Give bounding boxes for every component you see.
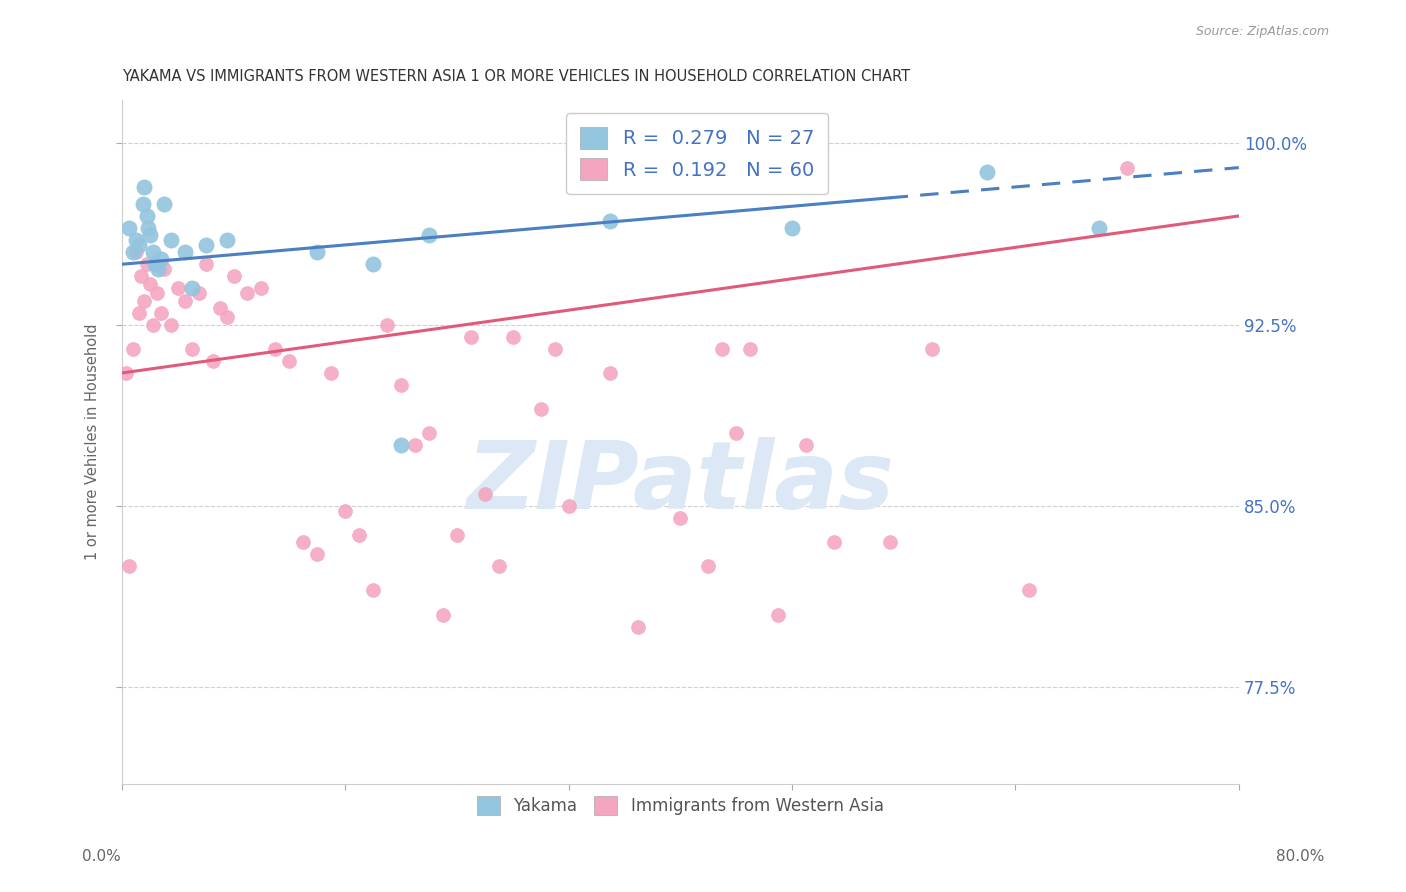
Point (180, 281, 202, 295)
Point (725, 426, 748, 441)
Point (697, 559, 720, 574)
Text: Source: ZipAtlas.com: Source: ZipAtlas.com (1195, 25, 1329, 38)
Point (141, 318, 163, 332)
Point (139, 228, 162, 243)
Point (122, 342, 145, 356)
Point (115, 366, 138, 380)
Point (474, 487, 496, 501)
Point (389, 438, 412, 452)
Point (118, 559, 141, 574)
Point (292, 535, 315, 549)
Point (136, 209, 159, 223)
Point (145, 286, 167, 301)
Point (599, 366, 621, 380)
Point (976, 165, 998, 179)
Point (278, 354, 301, 368)
Point (1018, 583, 1040, 598)
Point (307, 245, 329, 260)
Point (335, 504, 357, 518)
Point (134, 293, 156, 308)
Point (194, 257, 217, 271)
Point (321, 366, 343, 380)
Y-axis label: 1 or more Vehicles in Household: 1 or more Vehicles in Household (86, 324, 100, 560)
Point (530, 402, 553, 417)
Point (502, 330, 524, 344)
Point (557, 499, 579, 513)
Point (152, 262, 174, 277)
Point (215, 310, 238, 325)
Point (173, 245, 195, 260)
Point (418, 426, 440, 441)
Text: YAKAMA VS IMMIGRANTS FROM WESTERN ASIA 1 OR MORE VEHICLES IN HOUSEHOLD CORRELATI: YAKAMA VS IMMIGRANTS FROM WESTERN ASIA 1… (122, 69, 910, 84)
Text: 0.0%: 0.0% (82, 849, 121, 864)
Point (375, 318, 398, 332)
Point (187, 286, 209, 301)
Point (128, 305, 150, 319)
Point (194, 238, 217, 252)
Point (152, 197, 174, 211)
Point (128, 238, 150, 252)
Point (166, 281, 188, 295)
Point (780, 221, 803, 235)
Point (627, 620, 650, 634)
Point (418, 228, 440, 243)
Point (794, 438, 817, 452)
Point (669, 511, 692, 525)
Point (823, 535, 845, 549)
Point (139, 277, 162, 291)
Point (488, 559, 510, 574)
Point (180, 342, 202, 356)
Point (201, 354, 224, 368)
Point (136, 257, 159, 271)
Point (149, 305, 172, 319)
Text: 80.0%: 80.0% (1277, 849, 1324, 864)
Point (125, 233, 148, 247)
Point (921, 342, 943, 356)
Point (236, 286, 259, 301)
Point (599, 214, 621, 228)
Legend: Yakama, Immigrants from Western Asia: Yakama, Immigrants from Western Asia (468, 788, 893, 823)
Point (361, 583, 384, 598)
Point (543, 342, 565, 356)
Point (208, 301, 231, 315)
Point (159, 233, 181, 247)
Point (766, 607, 789, 622)
Point (250, 281, 273, 295)
Point (132, 197, 155, 211)
Point (307, 547, 329, 561)
Point (173, 293, 195, 308)
Point (222, 269, 245, 284)
Point (432, 607, 454, 622)
Point (146, 262, 169, 277)
Point (1116, 161, 1139, 175)
Point (740, 342, 762, 356)
Point (141, 245, 163, 260)
Point (149, 252, 172, 267)
Point (879, 535, 901, 549)
Point (460, 330, 482, 344)
Point (122, 245, 145, 260)
Point (446, 528, 468, 542)
Point (711, 342, 734, 356)
Point (264, 342, 287, 356)
Point (125, 245, 148, 260)
Point (1088, 221, 1111, 235)
Point (131, 269, 153, 284)
Point (389, 378, 412, 392)
Text: ZIPatlas: ZIPatlas (467, 437, 894, 529)
Point (143, 257, 166, 271)
Point (118, 221, 141, 235)
Point (159, 318, 181, 332)
Point (138, 221, 160, 235)
Point (347, 528, 370, 542)
Point (404, 438, 426, 452)
Point (215, 233, 238, 247)
Point (134, 180, 156, 194)
Point (361, 257, 384, 271)
